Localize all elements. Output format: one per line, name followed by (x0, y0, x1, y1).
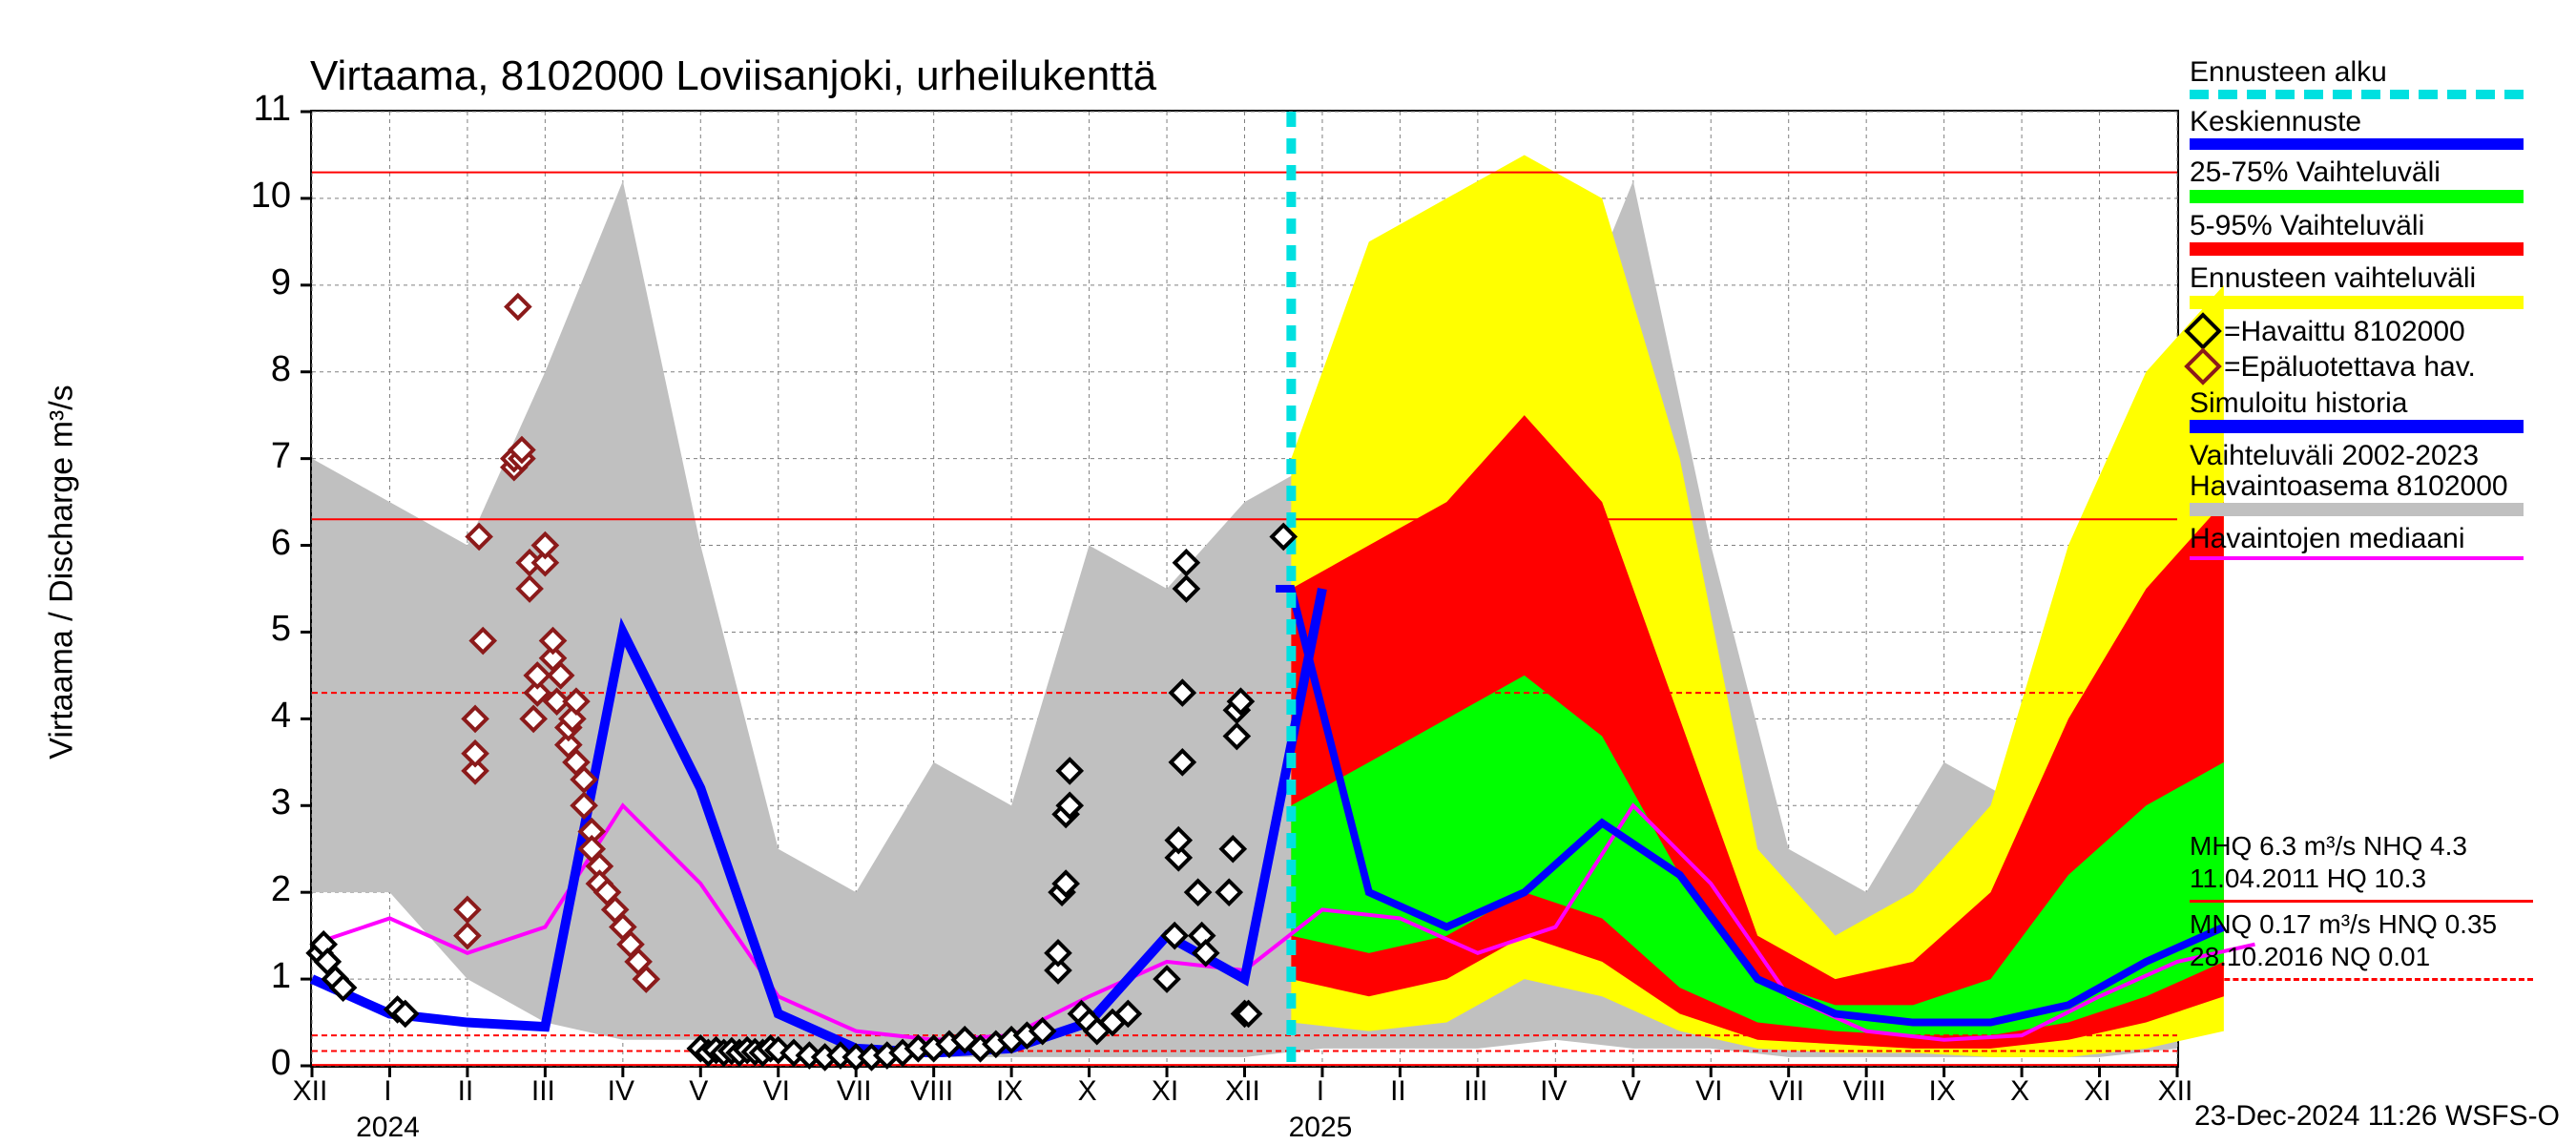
x-tick-label: VII (1769, 1075, 1804, 1108)
stat-line: 28.10.2016 NQ 0.01 (2190, 941, 2533, 973)
y-tick-label: 4 (234, 696, 291, 737)
y-tick-label: 9 (234, 262, 291, 303)
legend-item: Ennusteen vaihteluväli (2190, 263, 2524, 309)
x-tick-label: IX (996, 1075, 1023, 1108)
x-tick-label: IX (1928, 1075, 1955, 1108)
x-tick-label: IV (1540, 1075, 1567, 1108)
x-tick-label: XII (1225, 1075, 1260, 1108)
x-tick-label: II (458, 1075, 474, 1108)
y-tick-label: 0 (234, 1043, 291, 1084)
plot-area (310, 110, 2179, 1068)
x-tick-label: III (531, 1075, 555, 1108)
stat-line: MNQ 0.17 m³/s HNQ 0.35 (2190, 908, 2533, 941)
chart-title: Virtaama, 8102000 Loviisanjoki, urheiluk… (310, 52, 1156, 100)
y-tick-label: 5 (234, 609, 291, 650)
x-tick-label: I (384, 1075, 391, 1108)
x-tick-label: I (1317, 1075, 1324, 1108)
legend-item: Vaihteluväli 2002-2023 Havaintoasema 810… (2190, 441, 2524, 516)
x-tick-label: VIII (1843, 1075, 1886, 1108)
x-tick-label: XI (2084, 1075, 2110, 1108)
legend: Ennusteen alku Keskiennuste 25-75% Vaihtel… (2190, 57, 2524, 568)
legend-item: =Havaittu 8102000 (2190, 317, 2524, 347)
x-tick-label: V (1622, 1075, 1641, 1108)
year-label: 2024 (356, 1112, 420, 1144)
y-tick-label: 7 (234, 436, 291, 477)
x-tick-label: II (1390, 1075, 1406, 1108)
legend-item: Ennusteen alku (2190, 57, 2524, 99)
legend-item: Havaintojen mediaani (2190, 524, 2524, 560)
legend-item: 25-75% Vaihteluväli (2190, 157, 2524, 203)
chart-footer: 23-Dec-2024 11:26 WSFS-O (2194, 1100, 2560, 1133)
legend-item: =Epäluotettava hav. (2190, 352, 2524, 383)
x-tick-label: XI (1152, 1075, 1178, 1108)
y-axis-label: Virtaama / Discharge m³/s (44, 324, 81, 821)
y-tick-label: 2 (234, 869, 291, 910)
y-tick-label: 1 (234, 956, 291, 997)
x-tick-label: V (689, 1075, 708, 1108)
x-tick-label: XII (2158, 1075, 2193, 1108)
x-tick-label: IV (608, 1075, 634, 1108)
chart-container: Virtaama / Discharge m³/s Virtaama, 8102… (0, 0, 2576, 1145)
legend-item: Keskiennuste (2190, 107, 2524, 151)
x-tick-label: III (1464, 1075, 1487, 1108)
x-tick-label: VII (837, 1075, 872, 1108)
x-tick-label: XII (293, 1075, 328, 1108)
stat-line: MHQ 6.3 m³/s NHQ 4.3 (2190, 830, 2533, 863)
x-tick-label: X (1078, 1075, 1097, 1108)
y-tick-label: 10 (234, 176, 291, 217)
y-tick-label: 3 (234, 782, 291, 823)
legend-item: Simuloitu historia (2190, 388, 2524, 434)
x-tick-label: VIII (910, 1075, 953, 1108)
stats-block: MHQ 6.3 m³/s NHQ 4.311.04.2011 HQ 10.3 MN… (2190, 830, 2533, 981)
x-tick-label: VI (763, 1075, 790, 1108)
y-tick-label: 6 (234, 523, 291, 564)
y-tick-label: 11 (234, 89, 291, 130)
legend-item: 5-95% Vaihteluväli (2190, 211, 2524, 257)
x-tick-label: X (2010, 1075, 2029, 1108)
stat-line: 11.04.2011 HQ 10.3 (2190, 863, 2533, 895)
y-tick-label: 8 (234, 349, 291, 390)
plot-svg (312, 112, 2177, 1066)
year-label: 2025 (1289, 1112, 1353, 1144)
x-tick-label: VI (1695, 1075, 1722, 1108)
